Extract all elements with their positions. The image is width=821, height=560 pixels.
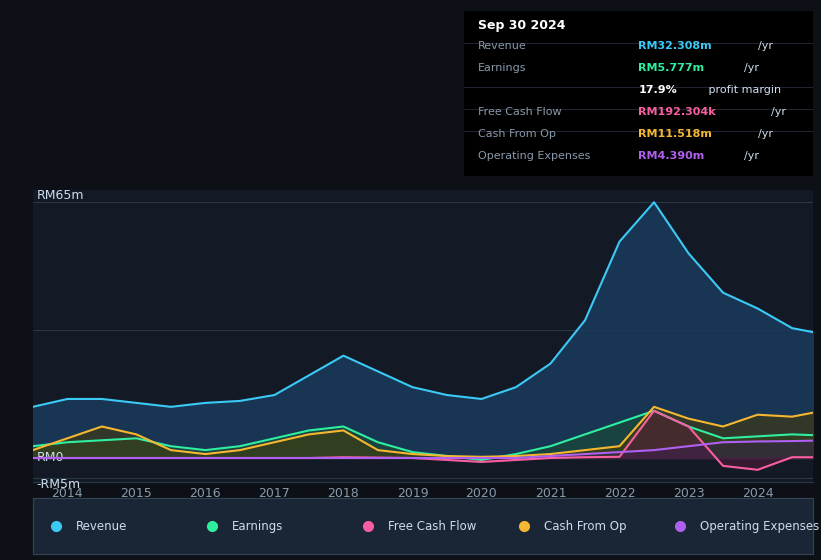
Text: RM11.518m: RM11.518m xyxy=(639,129,712,139)
Text: Free Cash Flow: Free Cash Flow xyxy=(388,520,476,533)
Text: /yr: /yr xyxy=(745,63,759,73)
Text: RM0: RM0 xyxy=(37,451,64,464)
Text: Cash From Op: Cash From Op xyxy=(478,129,556,139)
Text: Revenue: Revenue xyxy=(478,41,526,51)
Text: Sep 30 2024: Sep 30 2024 xyxy=(478,20,566,32)
Text: RM5.777m: RM5.777m xyxy=(639,63,704,73)
Text: 17.9%: 17.9% xyxy=(639,85,677,95)
Text: /yr: /yr xyxy=(758,41,773,51)
Text: Free Cash Flow: Free Cash Flow xyxy=(478,107,562,117)
Text: -RM5m: -RM5m xyxy=(37,478,80,491)
Text: RM192.304k: RM192.304k xyxy=(639,107,716,117)
Text: Revenue: Revenue xyxy=(76,520,127,533)
Text: Operating Expenses: Operating Expenses xyxy=(699,520,819,533)
Text: Earnings: Earnings xyxy=(232,520,283,533)
Text: Earnings: Earnings xyxy=(478,63,526,73)
Text: RM65m: RM65m xyxy=(37,189,85,202)
Text: RM4.390m: RM4.390m xyxy=(639,151,704,161)
Text: RM32.308m: RM32.308m xyxy=(639,41,712,51)
Text: profit margin: profit margin xyxy=(704,85,781,95)
Text: /yr: /yr xyxy=(745,151,759,161)
Text: Cash From Op: Cash From Op xyxy=(544,520,626,533)
Text: /yr: /yr xyxy=(758,129,773,139)
Text: /yr: /yr xyxy=(771,107,786,117)
Text: Operating Expenses: Operating Expenses xyxy=(478,151,590,161)
